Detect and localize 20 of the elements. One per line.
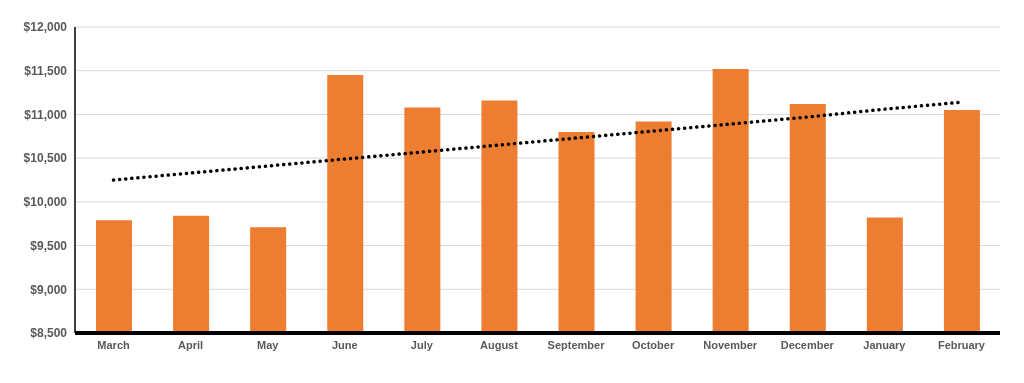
x-tick-label: January: [863, 338, 907, 351]
x-tick-label: December: [780, 338, 835, 351]
x-tick-label: March: [97, 338, 131, 351]
x-tick-label: April: [178, 338, 204, 351]
y-tick-label: $9,000: [30, 282, 68, 297]
y-tick-label: $10,500: [23, 151, 68, 166]
x-tick-label: July: [410, 338, 434, 351]
x-tick-label: May: [257, 338, 280, 351]
x-tick-label: June: [331, 338, 358, 351]
y-tick-label: $11,000: [24, 107, 68, 122]
y-tick-label: $9,500: [30, 238, 68, 253]
x-tick-label: October: [632, 338, 675, 351]
x-tick-label: August: [480, 338, 519, 351]
y-tick-label: $8,500: [30, 326, 68, 341]
x-tick-label: September: [547, 338, 606, 351]
y-tick-label: $11,500: [24, 63, 68, 78]
x-tick-label: February: [937, 338, 986, 351]
x-tick-label: November: [703, 338, 758, 351]
y-tick-label: $12,000: [23, 20, 68, 35]
y-tick-label: $10,000: [23, 195, 68, 210]
